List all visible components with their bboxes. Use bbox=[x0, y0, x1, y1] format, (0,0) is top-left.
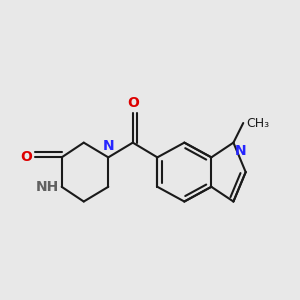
Text: N: N bbox=[235, 144, 246, 158]
Text: NH: NH bbox=[35, 180, 59, 194]
Text: O: O bbox=[127, 96, 139, 110]
Text: N: N bbox=[103, 139, 115, 153]
Text: CH₃: CH₃ bbox=[246, 116, 269, 130]
Text: O: O bbox=[20, 150, 32, 164]
